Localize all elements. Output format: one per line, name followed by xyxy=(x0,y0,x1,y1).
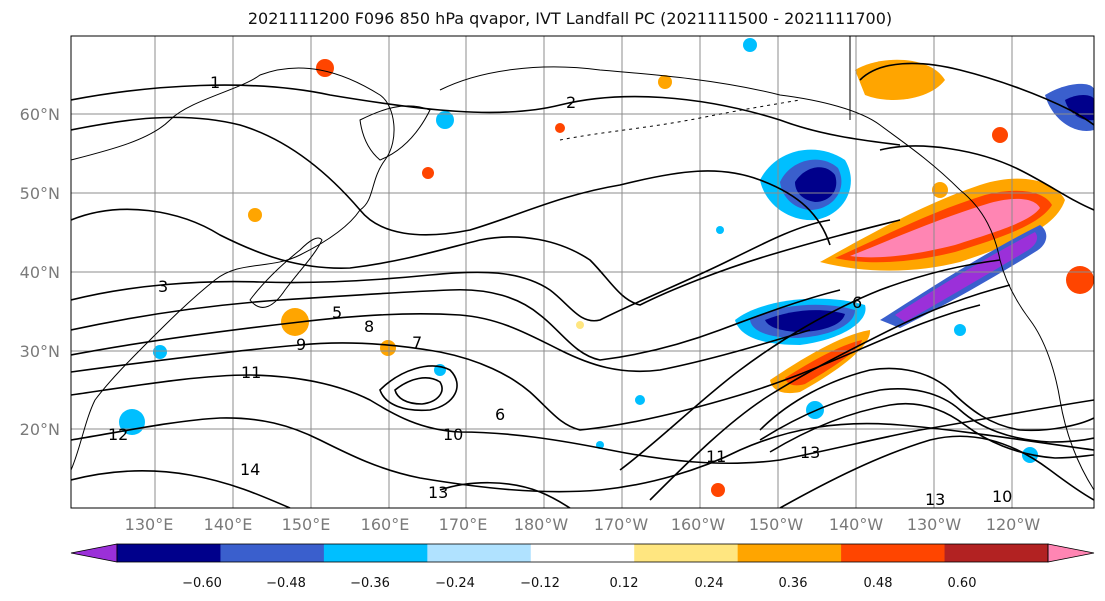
lon-label: 140°W xyxy=(829,515,884,534)
colorbar-tick-label: 0.36 xyxy=(779,576,808,591)
contour-label: 10 xyxy=(992,487,1012,506)
colorbar-tick-label: 0.12 xyxy=(610,576,639,591)
contour-label: 11 xyxy=(706,447,726,466)
colorbar-extend-high xyxy=(1047,543,1095,563)
north-america-coastline xyxy=(959,189,1094,491)
colorbar-ticks: −0.60 −0.48 −0.36 −0.24 −0.12 0.12 0.24 … xyxy=(182,576,976,591)
lon-label: 180°W xyxy=(514,515,569,534)
lon-label: 160°W xyxy=(671,515,726,534)
colorbar-extend-low xyxy=(70,543,118,563)
lon-label: 170°E xyxy=(439,515,488,534)
contour-label: 6 xyxy=(495,405,505,424)
positive-anomaly-core xyxy=(850,198,1040,258)
colorbar-segment xyxy=(841,544,946,562)
asia-coastline xyxy=(71,67,395,471)
colorbar-segment xyxy=(944,544,1049,562)
colorbar-segment xyxy=(117,544,221,562)
colorbar-tick-label: 0.60 xyxy=(948,576,977,591)
kamchatka-coastline xyxy=(359,105,431,161)
lon-label: 160°E xyxy=(361,515,410,534)
colorbar-frame xyxy=(116,543,1049,563)
colorbar-segment xyxy=(427,544,532,562)
contour-label: 13 xyxy=(428,483,448,502)
contour-label: 11 xyxy=(241,363,261,382)
figure-title: 2021111200 F096 850 hPa qvapor, IVT Land… xyxy=(247,9,893,28)
colorbar-segment xyxy=(530,544,635,562)
alaska-coastline xyxy=(439,66,961,191)
colorbar-tick-label: −0.36 xyxy=(350,576,390,591)
colorbar-tick-label: 0.24 xyxy=(695,576,724,591)
negative-anomaly-core xyxy=(895,232,1038,322)
map-frame xyxy=(70,35,1095,509)
contour-label: 8 xyxy=(364,317,374,336)
coastlines xyxy=(71,36,1094,491)
lat-label: 40°N xyxy=(20,263,60,282)
contour-label: 2 xyxy=(566,93,576,112)
colorbar-tick-label: −0.24 xyxy=(435,576,475,591)
contour-label: 1 xyxy=(210,73,220,92)
lon-label: 130°W xyxy=(907,515,962,534)
latitude-labels: 60°N 50°N 40°N 30°N 20°N xyxy=(20,105,60,439)
aleutians xyxy=(559,99,801,141)
colorbar-segment xyxy=(737,544,842,562)
colorbar-segment xyxy=(220,544,325,562)
colorbar-tick-label: −0.60 xyxy=(182,576,222,591)
colorbar-segment xyxy=(634,544,739,562)
lon-label: 150°E xyxy=(282,515,331,534)
contour-label: 14 xyxy=(240,460,260,479)
longitude-labels: 130°E 140°E 150°E 160°E 170°E 180°W 170°… xyxy=(125,515,1041,534)
contour-label: 6 xyxy=(852,293,862,312)
lat-label: 20°N xyxy=(20,420,60,439)
colorbar-tick-label: −0.48 xyxy=(266,576,306,591)
map-area: 1 2 3 6 6 8 9 10 11 12 13 13 14 5 7 10 1… xyxy=(71,36,1094,509)
colorbar-tick-label: −0.12 xyxy=(520,576,560,591)
lon-label: 130°E xyxy=(125,515,174,534)
lon-label: 170°W xyxy=(594,515,649,534)
contour-label: 7 xyxy=(412,333,422,352)
lat-label: 30°N xyxy=(20,342,60,361)
lon-label: 120°W xyxy=(986,515,1041,534)
lat-label: 60°N xyxy=(20,105,60,124)
colorbar xyxy=(70,543,1095,563)
contour-label: 13 xyxy=(800,443,820,462)
contour-label: 9 xyxy=(296,335,306,354)
contours xyxy=(71,62,1094,508)
lat-label: 50°N xyxy=(20,184,60,203)
colorbar-segment xyxy=(323,544,428,562)
contour-labels: 1 2 3 6 6 8 9 10 11 12 13 13 14 5 7 10 1… xyxy=(108,73,1012,509)
lon-label: 150°W xyxy=(749,515,804,534)
contour-label: 10 xyxy=(443,425,463,444)
contour-label: 3 xyxy=(158,277,168,296)
contour-label: 5 xyxy=(332,303,342,322)
lon-label: 140°E xyxy=(204,515,253,534)
colorbar-tick-label: 0.48 xyxy=(864,576,893,591)
contour-label: 12 xyxy=(108,425,128,444)
contour-label: 13 xyxy=(925,490,945,509)
